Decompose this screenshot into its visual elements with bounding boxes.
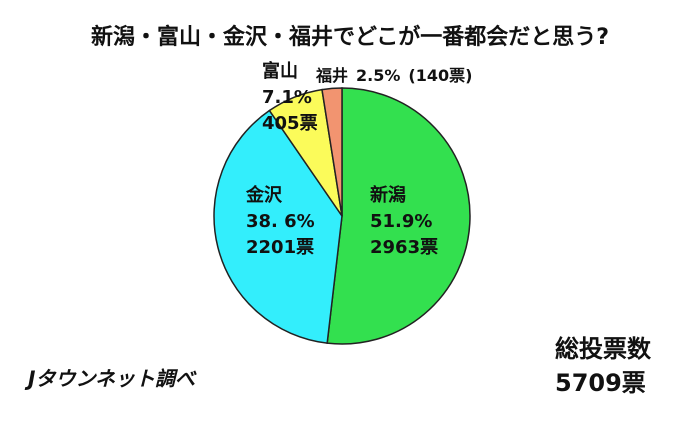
slice-name: 新潟 [370,184,406,206]
pie-slice [213,109,343,344]
slice-name: 金沢 [245,184,283,206]
slice-count: 2201票 [246,237,314,258]
pie-slice [326,87,471,345]
slice-name: 富山 [262,60,298,82]
slice-percent: 7.1% [262,87,312,108]
slice-count: 2963票 [370,237,438,258]
pie-slice [321,87,343,217]
source: Jタウンネット調べ [24,367,197,391]
slice-label: 金沢 38. 6% 2201票 [245,184,315,258]
total-label: 総投票数 [555,335,652,363]
slice-label: 富山 7.1% 405票 [262,60,318,134]
slice-percent: 2.5% [356,66,400,85]
chart-title: 新潟・富山・金沢・福井でどこが一番都会だと思う? [91,24,609,50]
slice-label: 新潟 51.9% 2963票 [370,184,438,258]
slice-count: (140票) [408,66,472,85]
slice-percent: 51.9% [370,211,432,232]
slice-count: 405票 [262,113,318,134]
total-value: 5709票 [555,369,646,397]
slice-percent: 38. 6% [246,211,315,232]
slice-name: 福井 [315,66,348,85]
slice-label: 福井 2.5% (140票) [315,66,472,85]
